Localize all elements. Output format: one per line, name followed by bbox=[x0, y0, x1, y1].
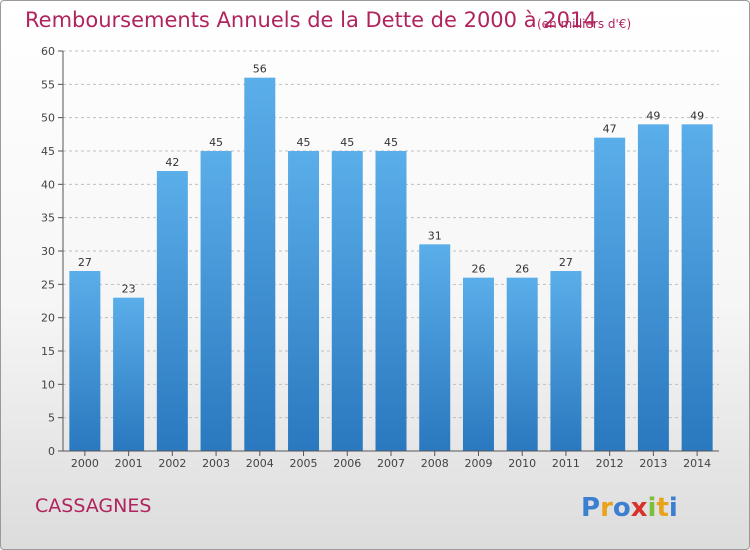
bar bbox=[288, 151, 320, 451]
labels: 0 5 10 15 20 25 30 35 40 45 50 55 60 27 2000 23 2001 42 20… bbox=[41, 45, 711, 470]
bar bbox=[550, 271, 582, 451]
data-label: 56 bbox=[253, 63, 267, 76]
bars bbox=[69, 77, 713, 452]
bar bbox=[419, 244, 451, 451]
y-tick-label: 55 bbox=[41, 78, 55, 91]
bar bbox=[200, 151, 232, 451]
data-label: 23 bbox=[122, 283, 136, 296]
y-tick-label: 45 bbox=[41, 145, 55, 158]
commune-name: CASSAGNES bbox=[35, 495, 152, 517]
bar bbox=[594, 137, 626, 451]
bar bbox=[506, 277, 538, 451]
bar bbox=[156, 171, 188, 451]
y-tick-label: 20 bbox=[41, 312, 55, 325]
y-tick-label: 35 bbox=[41, 212, 55, 225]
data-label: 45 bbox=[384, 136, 398, 149]
y-tick-label: 40 bbox=[41, 178, 55, 191]
data-label: 26 bbox=[515, 263, 529, 276]
x-tick-label: 2002 bbox=[158, 457, 186, 470]
svg-text:Proxiti: Proxiti bbox=[581, 493, 678, 523]
x-tick-label: 2004 bbox=[246, 457, 274, 470]
bar bbox=[113, 297, 145, 451]
y-tick-label: 30 bbox=[41, 245, 55, 258]
data-label: 27 bbox=[78, 256, 92, 269]
bar bbox=[637, 124, 669, 451]
data-label: 31 bbox=[428, 229, 442, 242]
bar bbox=[375, 151, 407, 451]
x-tick-label: 2014 bbox=[683, 457, 711, 470]
chart-subtitle: (en milliers d'€) bbox=[537, 17, 632, 31]
x-tick-label: 2012 bbox=[596, 457, 624, 470]
bar bbox=[462, 277, 494, 451]
x-tick-label: 2007 bbox=[377, 457, 405, 470]
x-tick-label: 2011 bbox=[552, 457, 580, 470]
x-tick-label: 2010 bbox=[508, 457, 536, 470]
data-label: 49 bbox=[690, 109, 704, 122]
y-tick-label: 5 bbox=[48, 412, 55, 425]
data-label: 45 bbox=[297, 136, 311, 149]
y-tick-label: 15 bbox=[41, 345, 55, 358]
y-tick-label: 10 bbox=[41, 378, 55, 391]
x-tick-label: 2005 bbox=[290, 457, 318, 470]
x-tick-label: 2008 bbox=[421, 457, 449, 470]
x-tick-label: 2000 bbox=[71, 457, 99, 470]
data-label: 47 bbox=[603, 123, 617, 136]
y-tick-label: 0 bbox=[48, 445, 55, 458]
x-tick-label: 2001 bbox=[115, 457, 143, 470]
bar bbox=[681, 124, 713, 451]
data-label: 27 bbox=[559, 256, 573, 269]
axes bbox=[58, 50, 719, 456]
data-label: 26 bbox=[471, 263, 485, 276]
chart-title: Remboursements Annuels de la Dette de 20… bbox=[25, 8, 597, 32]
data-label: 45 bbox=[209, 136, 223, 149]
y-tick-label: 25 bbox=[41, 278, 55, 291]
y-tick-label: 50 bbox=[41, 112, 55, 125]
y-tick-label: 60 bbox=[41, 45, 55, 58]
x-tick-label: 2013 bbox=[639, 457, 667, 470]
proxiti-logo: Proxiti bbox=[581, 493, 678, 523]
bar bbox=[331, 151, 363, 451]
bar bbox=[244, 77, 276, 452]
x-tick-label: 2006 bbox=[333, 457, 361, 470]
data-label: 45 bbox=[340, 136, 354, 149]
bar bbox=[69, 271, 101, 451]
x-tick-label: 2009 bbox=[464, 457, 492, 470]
data-label: 49 bbox=[646, 109, 660, 122]
data-label: 42 bbox=[165, 156, 179, 169]
x-tick-label: 2003 bbox=[202, 457, 230, 470]
